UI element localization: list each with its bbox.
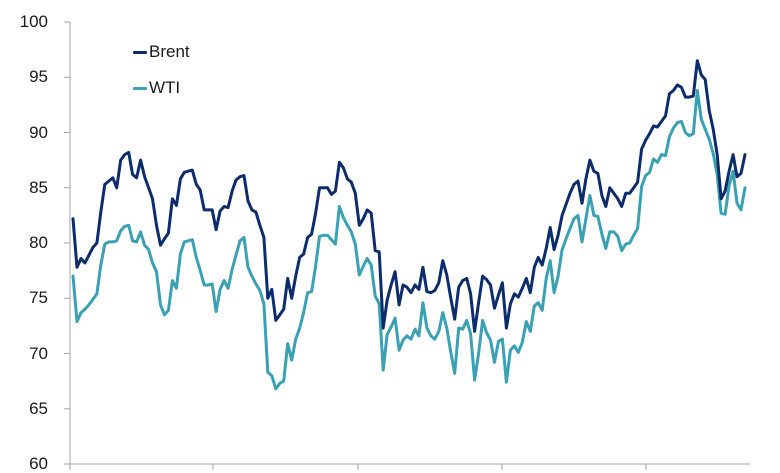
legend-swatch-wti	[133, 86, 147, 90]
axes	[64, 21, 750, 470]
y-tick-label: 100	[19, 12, 48, 31]
legend-item-brent: Brent	[133, 34, 190, 70]
series-line-brent	[71, 59, 747, 333]
y-tick-label: 80	[29, 233, 48, 252]
legend-item-wti: WTI	[133, 70, 190, 106]
legend-label-wti: WTI	[149, 78, 181, 97]
legend-swatch-brent	[133, 50, 147, 54]
y-tick-label: 60	[29, 454, 48, 473]
y-tick-label: 75	[29, 288, 48, 308]
y-tick-label: 65	[29, 398, 48, 418]
y-tick-label: 95	[29, 67, 48, 87]
y-tick-label: 85	[29, 177, 48, 197]
legend: Brent WTI	[133, 34, 190, 106]
y-tick-label: 70	[29, 343, 48, 363]
series-lines	[71, 59, 747, 391]
legend-label-brent: Brent	[149, 42, 190, 61]
series-line-wti	[71, 89, 747, 391]
y-tick-label: 90	[29, 122, 48, 142]
